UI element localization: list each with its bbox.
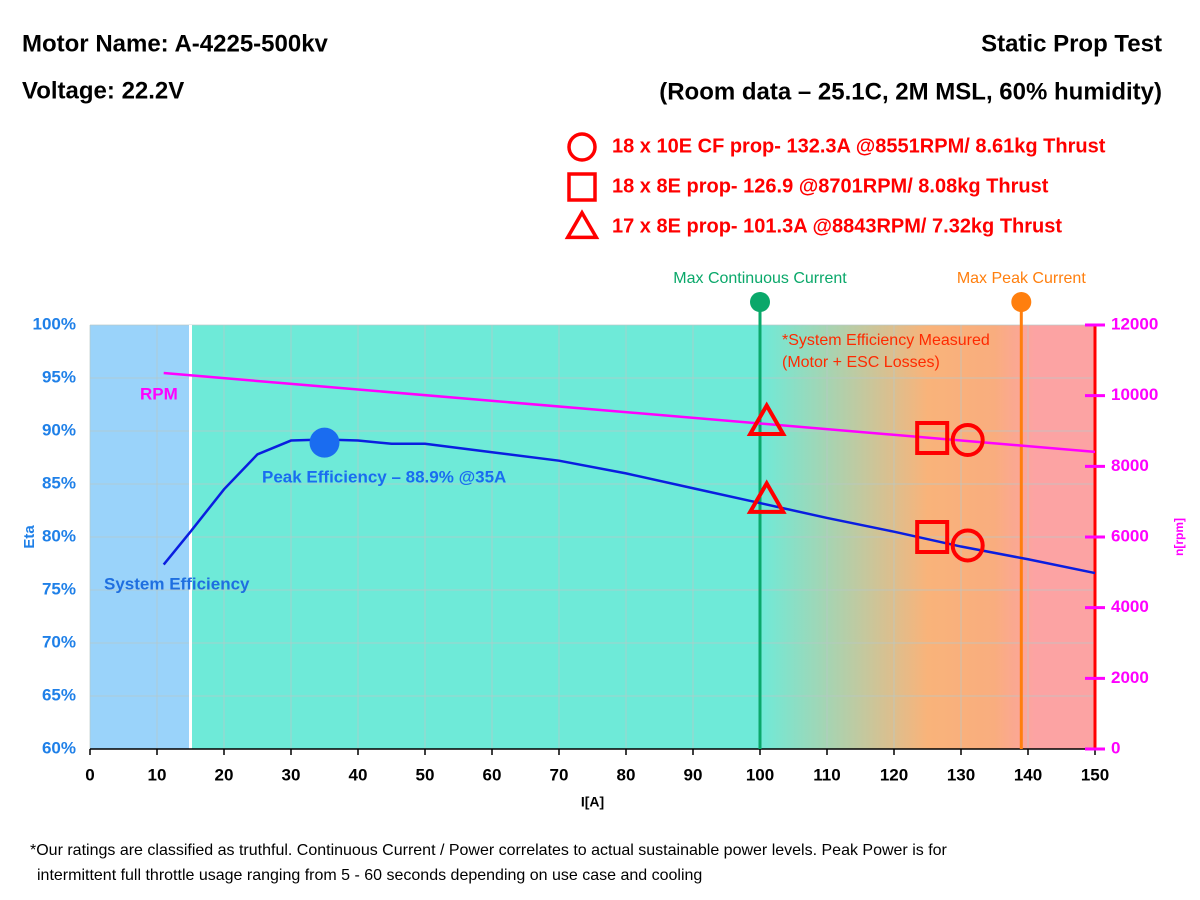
prop-marker [915, 520, 950, 554]
peak-point [309, 427, 340, 458]
y2-tick-label: 8000 [1111, 456, 1149, 475]
prop-marker [915, 420, 950, 455]
room-data: (Room data – 25.1C, 2M MSL, 60% humidity… [659, 78, 1162, 105]
series-line [162, 438, 1096, 575]
y2-tick-label: 6000 [1111, 526, 1149, 545]
prop-marker [950, 528, 985, 563]
x-tick-label: 150 [1081, 765, 1109, 784]
x-tick-label: 120 [880, 765, 908, 784]
x-tick-label: 30 [282, 765, 301, 784]
x-tick-label: 20 [215, 765, 234, 784]
prop-marker [746, 479, 787, 514]
x-tick-label: 100 [746, 765, 774, 784]
x-tick-label: 110 [813, 765, 840, 784]
reference-label: Max Continuous Current [673, 270, 847, 287]
y2-axis-label: n[rpm] [1172, 518, 1186, 556]
reference-label: Max Peak Current [957, 270, 1086, 287]
y-axis-label: Eta [21, 525, 38, 549]
annotation: (Motor + ESC Losses) [782, 354, 940, 371]
reference-dot [750, 292, 770, 312]
x-tick-label: 40 [349, 765, 368, 784]
x-tick-label: 70 [550, 765, 569, 784]
y-tick-label: 85% [42, 473, 76, 492]
y-tick-label: 95% [42, 367, 76, 386]
x-tick-label: 140 [1014, 765, 1042, 784]
y2-tick-label: 0 [1111, 738, 1120, 757]
x-tick-label: 10 [148, 765, 167, 784]
footnote: *Our ratings are classified as truthful.… [30, 842, 948, 859]
y-tick-label: 100% [33, 314, 76, 333]
legend-icon [567, 172, 597, 202]
y2-tick-label: 2000 [1111, 668, 1149, 687]
reference-dot [1011, 292, 1032, 312]
x-tick-label: 60 [483, 765, 502, 784]
series-label: RPM [140, 384, 178, 403]
x-tick-label: 0 [85, 765, 94, 784]
footnote: intermittent full throttle usage ranging… [37, 867, 702, 884]
y-tick-label: 80% [42, 526, 76, 545]
y-tick-label: 75% [42, 579, 76, 598]
test-title: Static Prop Test [981, 30, 1162, 57]
x-tick-label: 50 [416, 765, 435, 784]
y-tick-label: 65% [42, 685, 76, 704]
legend-label: 18 x 8E prop- 126.9 @8701RPM/ 8.08kg Thr… [612, 175, 1049, 197]
y-tick-label: 60% [42, 738, 76, 757]
legend-icon [564, 209, 600, 240]
prop-marker [746, 401, 787, 436]
voltage: Voltage: 22.2V [22, 77, 184, 104]
annotation: *System Efficiency Measured [782, 332, 990, 349]
prop-marker [950, 423, 985, 458]
peak-label: Peak Efficiency – 88.9% @35A [262, 467, 506, 486]
x-tick-label: 90 [684, 765, 703, 784]
legend-icon [567, 132, 597, 162]
legend-label: 17 x 8E prop- 101.3A @8843RPM/ 7.32kg Th… [612, 215, 1062, 237]
motor-name: Motor Name: A-4225-500kv [22, 30, 329, 57]
legend-label: 18 x 10E CF prop- 132.3A @8551RPM/ 8.61k… [612, 135, 1106, 157]
series-line [163, 371, 1096, 454]
y2-tick-label: 12000 [1111, 314, 1158, 333]
y2-tick-label: 4000 [1111, 597, 1149, 616]
y-tick-label: 90% [42, 420, 76, 439]
y2-tick-label: 10000 [1111, 385, 1158, 404]
y-tick-label: 70% [42, 632, 76, 651]
x-tick-label: 130 [947, 765, 975, 784]
x-tick-label: 80 [617, 765, 636, 784]
series-label: System Efficiency [104, 574, 250, 593]
x-axis-label: I[A] [581, 794, 604, 810]
